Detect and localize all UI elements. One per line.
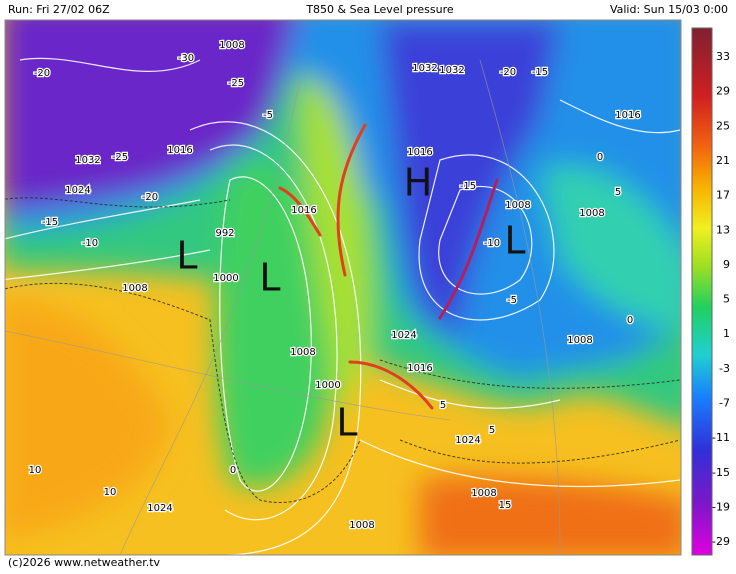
color-scale (691, 27, 713, 556)
contour-label: 1008 (471, 488, 496, 499)
pressure-center: L (176, 234, 197, 278)
contour-label: 1008 (219, 40, 244, 51)
scale-label: -15 (712, 466, 730, 479)
contour-label: 1008 (567, 335, 592, 346)
contour-label: 1008 (505, 200, 530, 211)
contour-label: 10 (29, 465, 42, 476)
contour-label: 10 (104, 487, 117, 498)
contour-label: 1016 (407, 363, 432, 374)
scale-label: 13 (716, 223, 730, 236)
contour-label: 1024 (147, 503, 172, 514)
contour-label: -20 (34, 68, 50, 79)
contour-label: -5 (507, 295, 517, 306)
contour-label: 1024 (455, 435, 480, 446)
scale-label: 9 (723, 258, 730, 271)
contour-label: -15 (460, 181, 476, 192)
contour-label: 1000 (315, 380, 340, 391)
contour-label: 1016 (291, 205, 316, 216)
contour-label: -15 (532, 67, 548, 78)
contour-label: 1032 (75, 155, 100, 166)
pressure-center: L (336, 401, 357, 445)
contour-label: -10 (82, 238, 98, 249)
contour-label: -25 (112, 152, 128, 163)
contour-label: 1008 (122, 283, 147, 294)
contour-label: 1016 (407, 147, 432, 158)
map-frame (4, 19, 682, 556)
contour-label: -10 (484, 238, 500, 249)
scale-label: -19 (712, 500, 730, 513)
contour-label: 0 (597, 152, 603, 163)
contour-label: 1024 (391, 330, 416, 341)
contour-label: -15 (42, 217, 58, 228)
map-title: T850 & Sea Level pressure (305, 3, 454, 16)
contour-label: 0 (627, 315, 633, 326)
scale-label: 29 (716, 85, 730, 98)
contour-label: 5 (615, 187, 621, 198)
contour-label: 1008 (290, 347, 315, 358)
scale-label: 21 (716, 154, 730, 167)
contour-label: 1016 (167, 145, 192, 156)
pressure-center: L (504, 219, 525, 263)
contour-label: 1008 (349, 520, 374, 531)
contour-label: -5 (263, 110, 273, 121)
contour-label: 1008 (579, 208, 604, 219)
scale-label: -7 (719, 397, 730, 410)
contour-label: 992 (215, 228, 234, 239)
scale-label: 33 (716, 50, 730, 63)
contour-label: -30 (178, 53, 194, 64)
copyright: (c)2026 www.netweather.tv (8, 556, 161, 569)
contour-label: 1024 (65, 185, 90, 196)
valid-label: Valid: Sun 15/03 0:00 (610, 3, 728, 16)
pressure-center: H (404, 161, 433, 205)
contour-label: 5 (440, 400, 446, 411)
scale-label: 25 (716, 119, 730, 132)
scale-label: -3 (719, 362, 730, 375)
scale-label: -11 (712, 431, 730, 444)
contour-label: 1016 (615, 110, 640, 121)
scale-label: -29 (712, 535, 730, 548)
contour-label: -20 (500, 67, 516, 78)
contour-label: 15 (499, 500, 512, 511)
contour-label: 1032 (412, 63, 437, 74)
contour-label: -20 (142, 192, 158, 203)
contour-label: -25 (228, 78, 244, 89)
pressure-center: L (259, 256, 280, 300)
scale-label: 17 (716, 189, 730, 202)
scale-label: 1 (723, 327, 730, 340)
scale-label: 5 (723, 293, 730, 306)
contour-label: 1032 (439, 65, 464, 76)
run-label: Run: Fri 27/02 06Z (8, 3, 110, 16)
map (5, 20, 681, 555)
contour-label: 5 (489, 425, 495, 436)
contour-label: 1000 (213, 273, 238, 284)
contour-label: 0 (230, 465, 236, 476)
